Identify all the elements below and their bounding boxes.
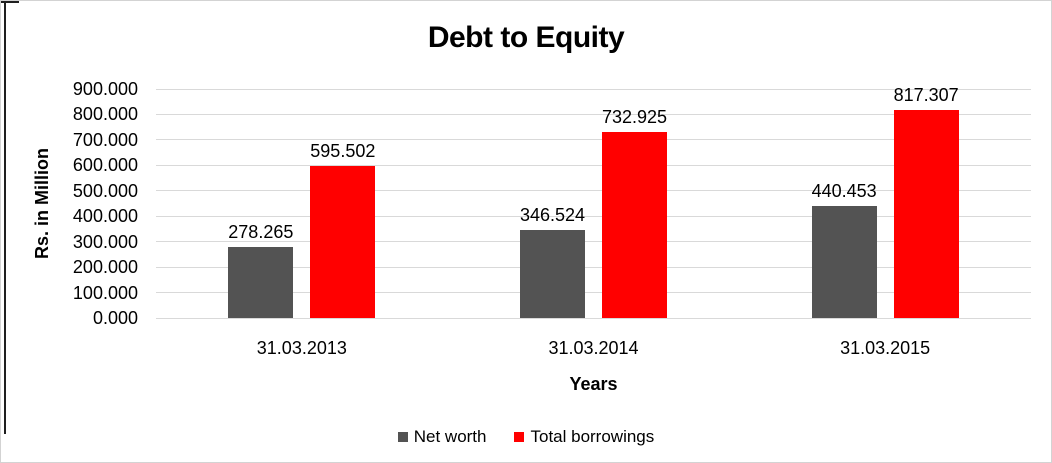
bar-net-worth: [520, 229, 585, 318]
left-border-line: [4, 1, 6, 434]
y-axis-tick-label: 500.000: [72, 180, 138, 201]
bar-total-borrowings: [893, 110, 959, 318]
y-axis-tick-label: 400.000: [72, 206, 138, 227]
gridline: [156, 292, 1031, 294]
legend-label: Total borrowings: [530, 427, 655, 446]
y-axis-tick-label: 600.000: [72, 155, 138, 176]
bar-net-worth: [228, 247, 294, 318]
legend-label: Net worth: [413, 427, 487, 446]
y-axis-tick-label: 800.000: [72, 104, 138, 125]
chart-title: Debt to Equity: [427, 21, 625, 54]
x-axis-title: Years: [569, 374, 618, 394]
x-axis-category-label: 31.03.2015: [840, 338, 931, 358]
gridline: [156, 215, 1031, 217]
y-axis-tick-label: 100.000: [72, 282, 138, 303]
gridline: [156, 266, 1031, 268]
data-label: 346.524: [519, 204, 586, 225]
bar-net-worth: [811, 205, 877, 318]
x-axis-category-label: 31.03.2014: [548, 338, 639, 358]
gridline: [156, 139, 1031, 141]
bar-total-borrowings: [602, 131, 667, 318]
data-label: 595.502: [310, 141, 376, 162]
gridline: [156, 113, 1031, 115]
y-axis-tick-label: 200.000: [72, 257, 138, 278]
legend-marker-icon: [397, 432, 408, 442]
legend: Net worth Total borrowings: [1, 427, 1051, 447]
data-label: 732.925: [601, 106, 668, 127]
data-label: 278.265: [228, 222, 294, 243]
top-border-line: [1, 1, 19, 3]
bar-total-borrowings: [310, 166, 376, 318]
y-axis-tick-label: 300.000: [72, 231, 138, 252]
y-axis-tick-label: 700.000: [72, 129, 138, 150]
gridline: [156, 190, 1031, 192]
gridline: [156, 88, 1031, 90]
data-label: 440.453: [811, 180, 877, 201]
x-axis-category-label: 31.03.2013: [256, 338, 347, 358]
gridline: [156, 317, 1031, 319]
legend-marker-icon: [514, 432, 525, 442]
gridline: [156, 241, 1031, 243]
data-label: 817.307: [893, 85, 959, 106]
y-axis-tick-label: 0.000: [92, 308, 138, 328]
y-axis-tick-label: 900.000: [72, 79, 138, 99]
legend-item: Total borrowings: [514, 427, 654, 447]
legend-item: Net worth: [397, 427, 487, 447]
gridline: [156, 164, 1031, 166]
